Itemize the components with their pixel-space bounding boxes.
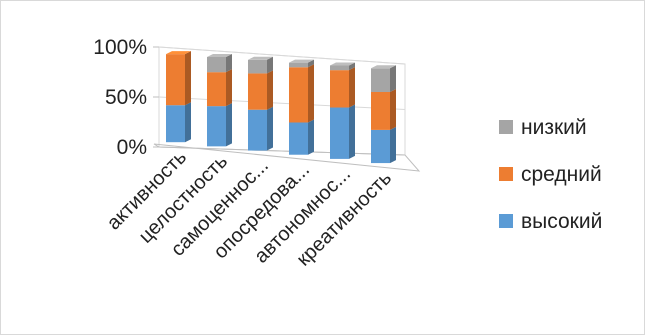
plot-back-wall (158, 46, 406, 156)
bar-segment-side (226, 103, 232, 147)
bar-segment-side (308, 64, 314, 123)
bar-segment (207, 72, 226, 107)
bar-segment (207, 106, 226, 147)
bar-segment (289, 62, 308, 68)
bar-segment-side (349, 67, 355, 108)
bar-segment-side (226, 53, 232, 73)
legend-swatch (499, 120, 513, 134)
bar-top-cap (248, 56, 273, 60)
bar-segment (371, 68, 390, 92)
bar-segment (371, 91, 390, 130)
bar-segment-side (267, 106, 273, 151)
bar-segment-side (226, 69, 232, 107)
bar-segment-side (185, 51, 191, 106)
bar-top-cap (330, 62, 355, 66)
bar-top-cap (166, 51, 191, 55)
bar-segment-side (390, 65, 396, 92)
gridline (158, 46, 406, 65)
bar-segment (330, 65, 349, 71)
legend-label: низкий (521, 116, 587, 139)
bar-segment-side (390, 126, 396, 164)
y-tick-label: 100% (93, 36, 147, 59)
bar-segment-side (349, 104, 355, 159)
legend-label: высокий (521, 210, 602, 233)
y-tick-label: 0% (117, 136, 147, 159)
legend-swatch (499, 214, 513, 228)
bar-segment (248, 59, 267, 74)
bar-segment-side (267, 56, 273, 74)
bar-top-cap (289, 59, 314, 63)
y-tick-label: 50% (105, 86, 147, 109)
bar-segment (248, 73, 267, 110)
bar-segment-side (308, 59, 314, 68)
bar-segment (371, 129, 390, 164)
bar-top-cap (371, 65, 396, 69)
bar-segment (248, 109, 267, 151)
bar-top-cap (207, 53, 232, 57)
bar-segment (166, 54, 185, 106)
bar-segment-side (349, 62, 355, 71)
bar-segment (330, 70, 349, 108)
gridline (158, 96, 406, 110)
bar-segment-side (308, 119, 314, 155)
legend-label: средний (521, 163, 602, 186)
bar-segment (289, 122, 308, 155)
bar-segment-side (390, 88, 396, 130)
bar-segment (330, 107, 349, 159)
bar-segment-side (185, 102, 191, 143)
plot-floor (153, 143, 421, 172)
bar-segment (166, 105, 185, 143)
legend-swatch (499, 167, 513, 181)
bar-segment (289, 67, 308, 123)
bar-segment (207, 56, 226, 73)
bar-segment-side (267, 70, 273, 110)
